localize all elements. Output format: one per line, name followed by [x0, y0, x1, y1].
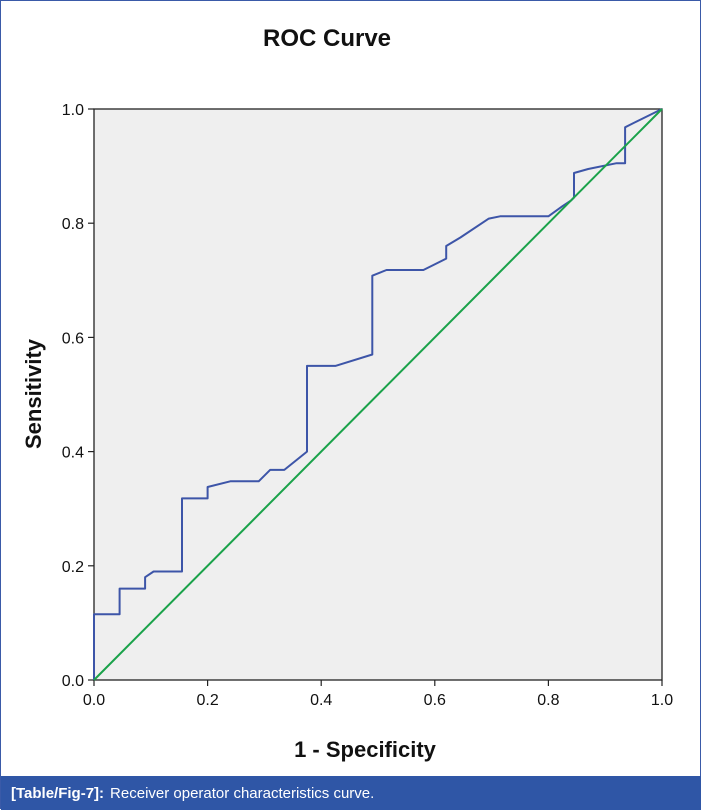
x-tick-label: 0.6 — [424, 692, 446, 709]
y-tick-label: 0.2 — [62, 559, 84, 576]
series-group — [93, 108, 663, 681]
reference-diagonal-line — [93, 108, 663, 681]
x-tick-label: 0.8 — [537, 692, 559, 709]
caption-text: Receiver operator characteristics curve. — [110, 784, 375, 802]
y-axis-label: Sensitivity — [21, 338, 46, 449]
roc-curve-line — [93, 108, 663, 680]
y-tick-label: 0.6 — [62, 330, 84, 347]
x-tick-label: 0.2 — [196, 692, 218, 709]
roc-chart: ROC Curve 0.0 0.2 0.4 0.6 0.8 1.0 0.0 0.2 0.4 0.6… — [21, 25, 673, 762]
y-tick-label: 0.0 — [62, 673, 84, 690]
x-tick-label: 0.0 — [83, 692, 105, 709]
y-tick-label: 0.8 — [62, 216, 84, 233]
x-tick-label: 1.0 — [651, 692, 673, 709]
y-tick-label: 1.0 — [62, 102, 84, 119]
x-tick-label: 0.4 — [310, 692, 332, 709]
caption-label: [Table/Fig-7]: — [11, 784, 105, 802]
axis-ticks: 0.0 0.2 0.4 0.6 0.8 1.0 0.0 0.2 0.4 0.6 0.8 1.0 — [62, 102, 673, 709]
figure-caption: [Table/Fig-7]: Receiver operator charact… — [1, 776, 701, 810]
y-tick-label: 0.4 — [62, 445, 84, 462]
x-axis-label: 1 - Specificity — [294, 737, 437, 762]
chart-title: ROC Curve — [263, 25, 391, 52]
